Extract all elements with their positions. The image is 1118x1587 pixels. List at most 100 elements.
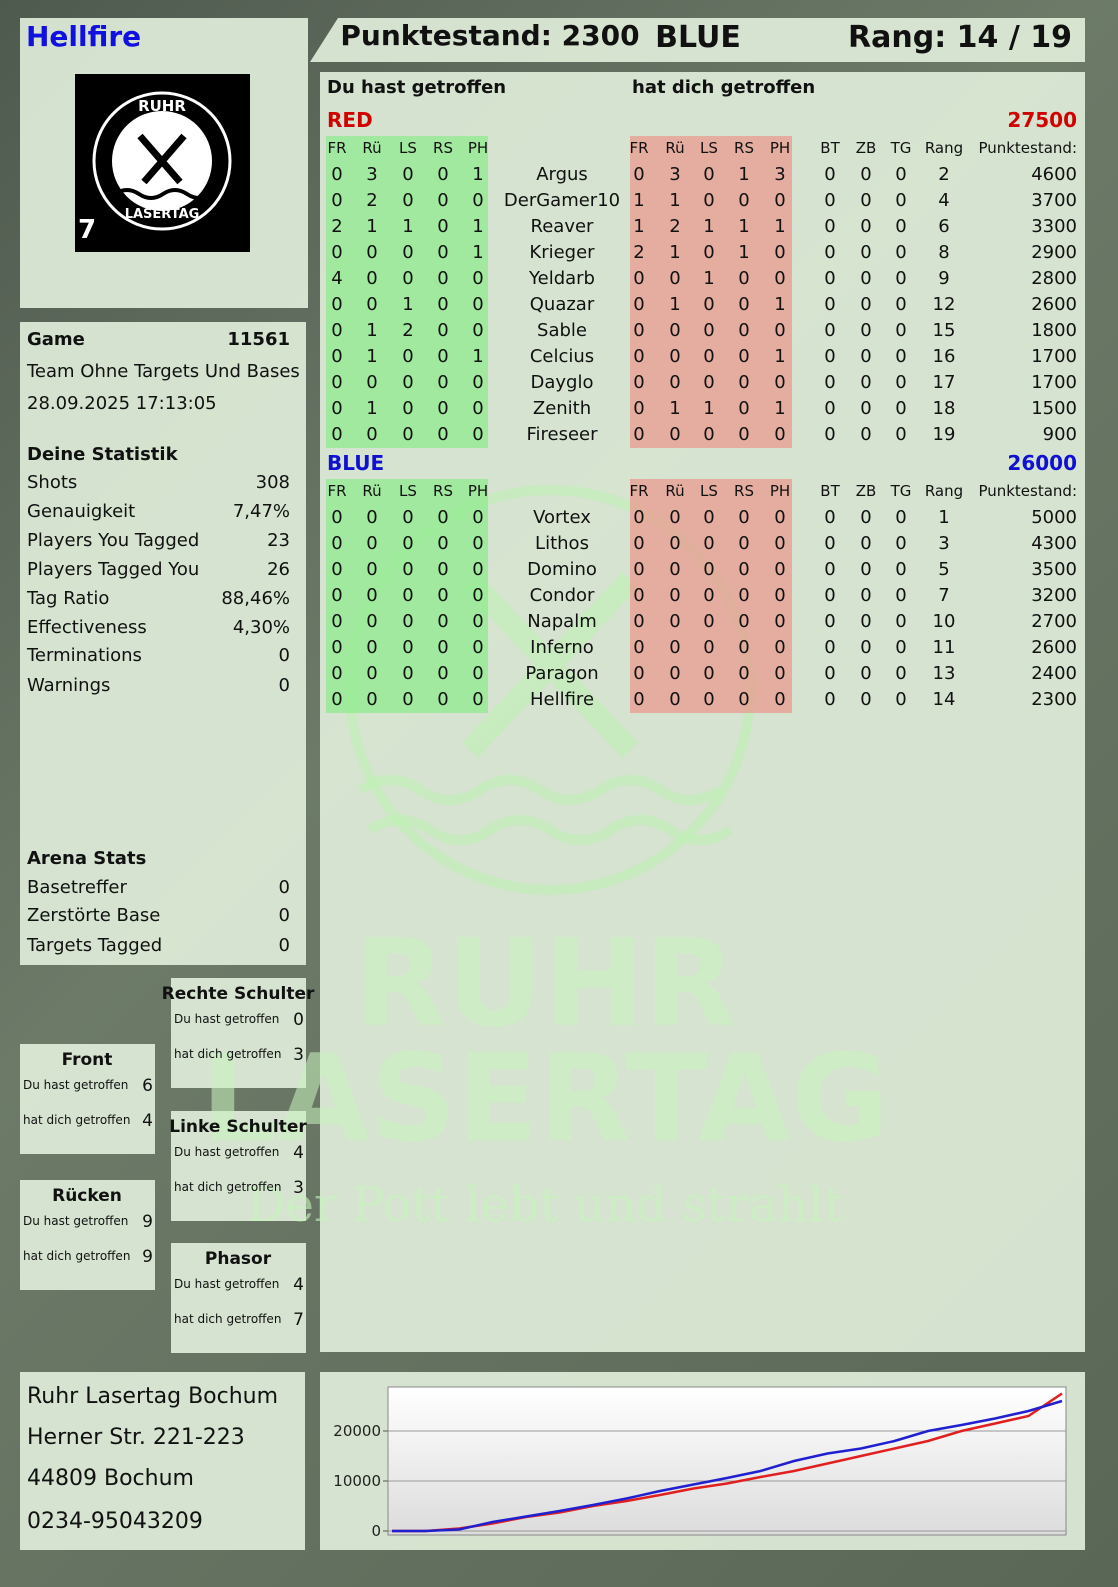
table-cell: 2800 (1031, 268, 1077, 289)
player-cell: Vortex (533, 507, 591, 528)
table-cell: 0 (669, 320, 681, 341)
hit-title: Linke Schulter (169, 1116, 307, 1137)
table-cell: 0 (402, 346, 414, 367)
stat-label: Effectiveness (27, 617, 147, 638)
table-cell: 0 (472, 533, 484, 554)
table-cell: 0 (824, 637, 836, 658)
hit-zone (630, 479, 792, 713)
column-header: PH (467, 481, 489, 500)
stat-value: 23 (267, 530, 290, 551)
table-cell: 0 (437, 164, 449, 185)
table-cell: 0 (824, 559, 836, 580)
table-cell: 0 (402, 424, 414, 445)
stat-value: 0 (278, 877, 290, 898)
table-cell: 2400 (1031, 663, 1077, 684)
stat-label: Players Tagged You (27, 559, 200, 580)
table-cell: 0 (738, 559, 750, 580)
table-cell: 900 (1042, 424, 1077, 445)
table-cell: 0 (366, 637, 378, 658)
table-cell: 0 (402, 689, 414, 710)
hit-label: hat dich getroffen (174, 1047, 282, 1061)
table-cell: 0 (824, 611, 836, 632)
stat-label: Tag Ratio (27, 588, 110, 609)
table-cell: 1 (938, 507, 950, 528)
table-cell: 0 (366, 268, 378, 289)
table-cell: 0 (331, 372, 343, 393)
table-cell: 2 (402, 320, 414, 341)
table-cell: 1700 (1031, 372, 1077, 393)
table-cell: 0 (860, 268, 872, 289)
address-panel (20, 1372, 305, 1550)
table-cell: 0 (703, 689, 715, 710)
table-cell: 0 (774, 637, 786, 658)
table-cell: 0 (331, 190, 343, 211)
stat-label: Shots (27, 472, 78, 493)
player-cell: Lithos (535, 533, 589, 554)
column-header: LS (399, 481, 417, 500)
hit-box (171, 1111, 306, 1221)
stat-value: 0 (278, 675, 290, 696)
table-cell: 0 (472, 424, 484, 445)
player-cell: Celcius (529, 346, 595, 367)
table-cell: 0 (331, 320, 343, 341)
game-date: 28.09.2025 17:13:05 (27, 393, 217, 414)
table-cell: 0 (703, 585, 715, 606)
watermark-text: RUHR (353, 915, 737, 1054)
table-cell: 0 (774, 663, 786, 684)
table-cell: 0 (895, 559, 907, 580)
table-cell: 0 (824, 398, 836, 419)
table-cell: 1 (703, 398, 715, 419)
table-cell: 0 (824, 507, 836, 528)
table-cell: 6 (938, 216, 950, 237)
table-cell: 0 (703, 164, 715, 185)
table-cell: 0 (703, 663, 715, 684)
table-cell: 0 (824, 242, 836, 263)
player-cell: Condor (529, 585, 595, 606)
table-cell: 0 (824, 585, 836, 606)
table-cell: 1 (402, 294, 414, 315)
table-cell: 0 (366, 559, 378, 580)
table-cell: 0 (860, 346, 872, 367)
table-cell: 7 (938, 585, 950, 606)
table-cell: 2 (633, 242, 645, 263)
table-cell: 0 (402, 533, 414, 554)
stat-label: Zerstörte Base (27, 905, 161, 926)
table-cell: 0 (633, 611, 645, 632)
table-cell: 0 (703, 533, 715, 554)
table-cell: 1 (774, 216, 786, 237)
table-cell: 0 (472, 372, 484, 393)
table-cell: 0 (895, 372, 907, 393)
team-total: 27500 (1007, 108, 1077, 132)
table-cell: 5000 (1031, 507, 1077, 528)
hit-label: hat dich getroffen (23, 1249, 131, 1263)
logo-badge: 7 (78, 215, 97, 245)
table-cell: 0 (703, 372, 715, 393)
table-cell: 0 (402, 585, 414, 606)
column-header: FR (327, 481, 347, 500)
table-cell: 0 (402, 190, 414, 211)
stat-label: Basetreffer (27, 877, 127, 898)
column-header: LS (399, 138, 417, 157)
table-cell: 3 (366, 164, 378, 185)
table-cell: 0 (895, 507, 907, 528)
table-cell: 0 (472, 689, 484, 710)
table-cell: 0 (738, 346, 750, 367)
table-cell: 0 (774, 268, 786, 289)
column-header: Rü (362, 138, 382, 157)
hit-title: Rechte Schulter (161, 983, 315, 1004)
table-cell: 0 (472, 398, 484, 419)
table-cell: 0 (366, 611, 378, 632)
hit-title: Rücken (52, 1185, 122, 1206)
table-cell: 0 (331, 346, 343, 367)
table-cell: 0 (472, 294, 484, 315)
player-cell: Hellfire (529, 689, 595, 710)
table-cell: 0 (860, 164, 872, 185)
table-cell: 0 (738, 268, 750, 289)
table-cell: 0 (472, 190, 484, 211)
table-cell: 0 (703, 242, 715, 263)
table-cell: 8 (938, 242, 950, 263)
address-line: 44809 Bochum (27, 1466, 194, 1491)
table-cell: 0 (860, 533, 872, 554)
table-cell: 0 (669, 663, 681, 684)
table-cell: 0 (633, 398, 645, 419)
